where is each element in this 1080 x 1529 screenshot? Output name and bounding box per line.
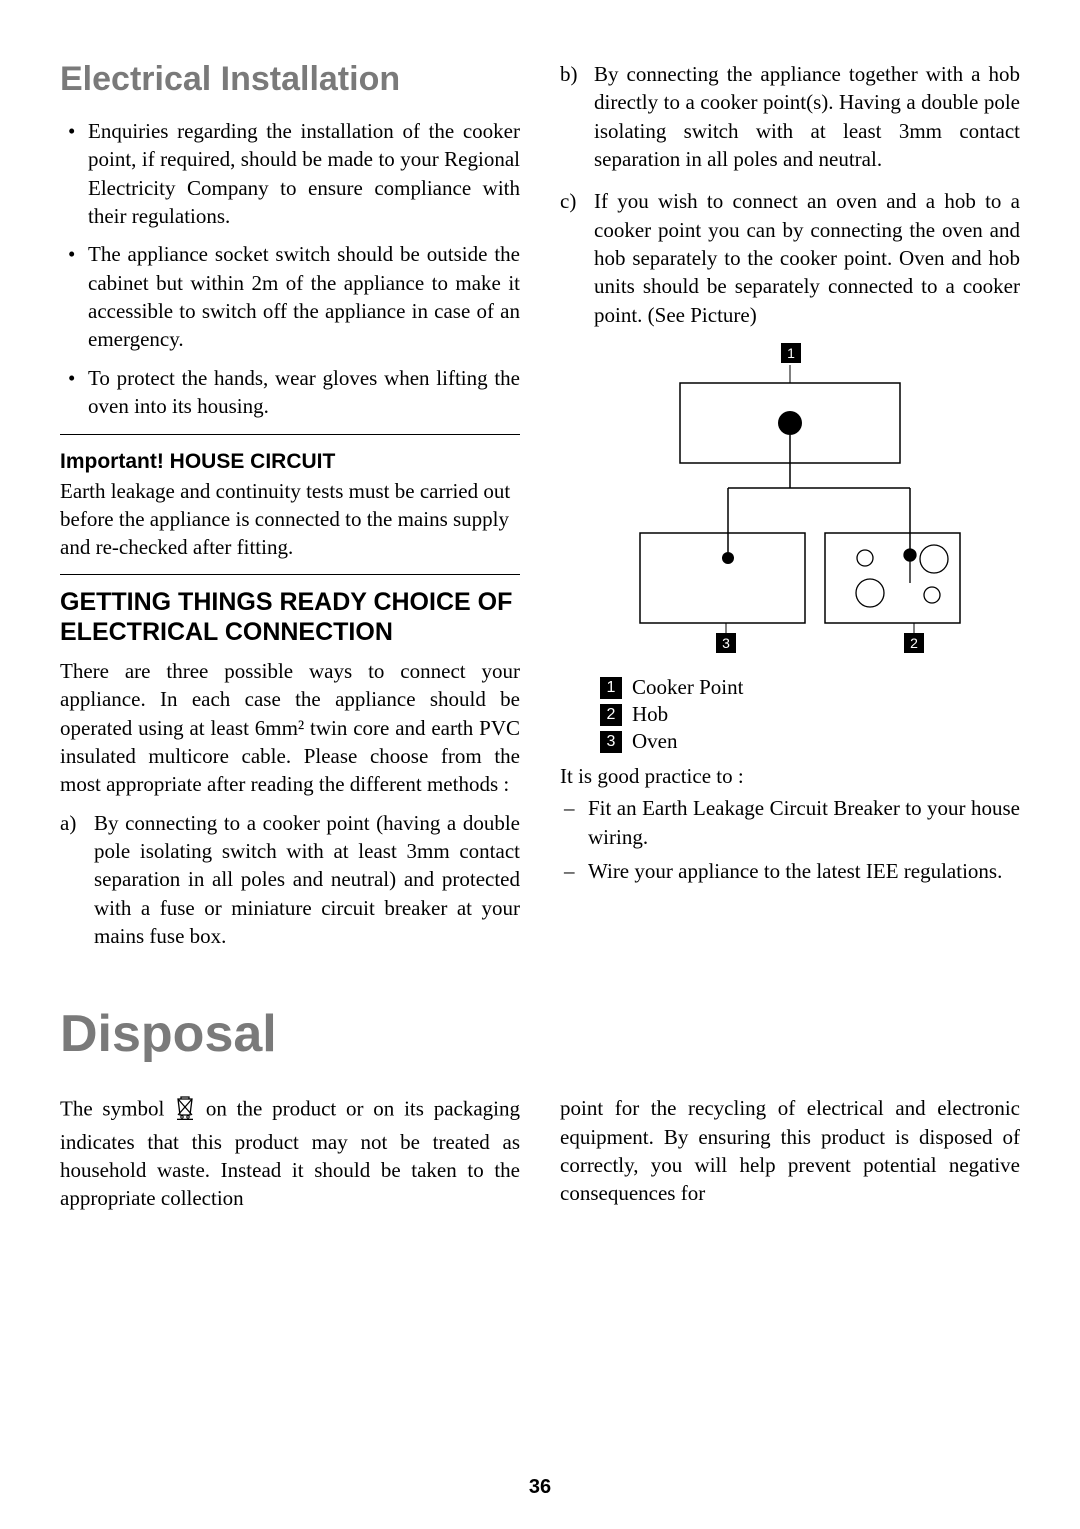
legend-num: 1 — [600, 677, 622, 699]
legend-row: 2 Hob — [600, 702, 1020, 727]
diagram-legend: 1 Cooker Point 2 Hob 3 Oven — [560, 675, 1020, 754]
svg-text:2: 2 — [910, 635, 918, 651]
practice-item: Wire your appliance to the latest IEE re… — [560, 857, 1020, 885]
svg-text:1: 1 — [787, 345, 795, 361]
subsection-title: GETTING THINGS READY CHOICE OF ELECTRICA… — [60, 587, 520, 647]
horizontal-rule — [60, 434, 520, 435]
option-a: a) By connecting to a cooker point (havi… — [60, 809, 520, 951]
bullet-item: The appliance socket switch should be ou… — [60, 240, 520, 353]
left-column: Electrical Installation Enquiries regard… — [60, 60, 520, 964]
list-marker: a) — [60, 809, 76, 837]
weee-icon — [174, 1094, 196, 1127]
list-marker: b) — [560, 60, 578, 88]
legend-label: Hob — [632, 702, 668, 727]
important-note: Important! HOUSE CIRCUIT Earth leakage a… — [60, 447, 520, 561]
legend-label: Cooker Point — [632, 675, 743, 700]
legend-num: 3 — [600, 731, 622, 753]
option-b: b) By connecting the appliance together … — [560, 60, 1020, 173]
important-body: Earth leakage and continuity tests must … — [60, 479, 510, 560]
electrical-installation-section: Electrical Installation Enquiries regard… — [60, 60, 1020, 964]
option-text: By connecting the appliance together wit… — [594, 62, 1020, 171]
disposal-left-text: The symbol on the product or on its pack… — [60, 1094, 520, 1212]
horizontal-rule — [60, 574, 520, 575]
section-title: Electrical Installation — [60, 60, 520, 99]
practice-heading: It is good practice to : — [560, 762, 1020, 790]
list-marker: c) — [560, 187, 576, 215]
wiring-diagram: 1 3 2 — [560, 343, 1020, 663]
option-text: If you wish to connect an oven and a hob… — [594, 189, 1020, 326]
diagram-svg: 1 3 2 — [610, 343, 970, 663]
practice-list: Fit an Earth Leakage Circuit Breaker to … — [560, 794, 1020, 885]
practice-item: Fit an Earth Leakage Circuit Breaker to … — [560, 794, 1020, 851]
disposal-right-text: point for the recycling of electrical an… — [560, 1094, 1020, 1207]
page-number: 36 — [0, 1476, 1080, 1499]
lettered-list-continued: b) By connecting the appliance together … — [560, 60, 1020, 329]
bullet-list: Enquiries regarding the installation of … — [60, 117, 520, 420]
legend-row: 1 Cooker Point — [600, 675, 1020, 700]
legend-label: Oven — [632, 729, 678, 754]
legend-num: 2 — [600, 704, 622, 726]
disposal-left: The symbol on the product or on its pack… — [60, 1094, 520, 1222]
legend-row: 3 Oven — [600, 729, 1020, 754]
option-text: By connecting to a cooker point (having … — [94, 811, 520, 948]
bullet-item: Enquiries regarding the installation of … — [60, 117, 520, 230]
disposal-title: Disposal — [60, 1004, 1020, 1064]
disposal-pre: The symbol — [60, 1097, 174, 1121]
right-column: b) By connecting the appliance together … — [560, 60, 1020, 964]
bullet-item: To protect the hands, wear gloves when l… — [60, 364, 520, 421]
disposal-section: The symbol on the product or on its pack… — [60, 1094, 1020, 1222]
intro-paragraph: There are three possible ways to connect… — [60, 657, 520, 799]
disposal-right: point for the recycling of electrical an… — [560, 1094, 1020, 1222]
lettered-list: a) By connecting to a cooker point (havi… — [60, 809, 520, 951]
svg-text:3: 3 — [722, 635, 730, 651]
important-heading: Important! HOUSE CIRCUIT — [60, 450, 335, 473]
option-c: c) If you wish to connect an oven and a … — [560, 187, 1020, 329]
